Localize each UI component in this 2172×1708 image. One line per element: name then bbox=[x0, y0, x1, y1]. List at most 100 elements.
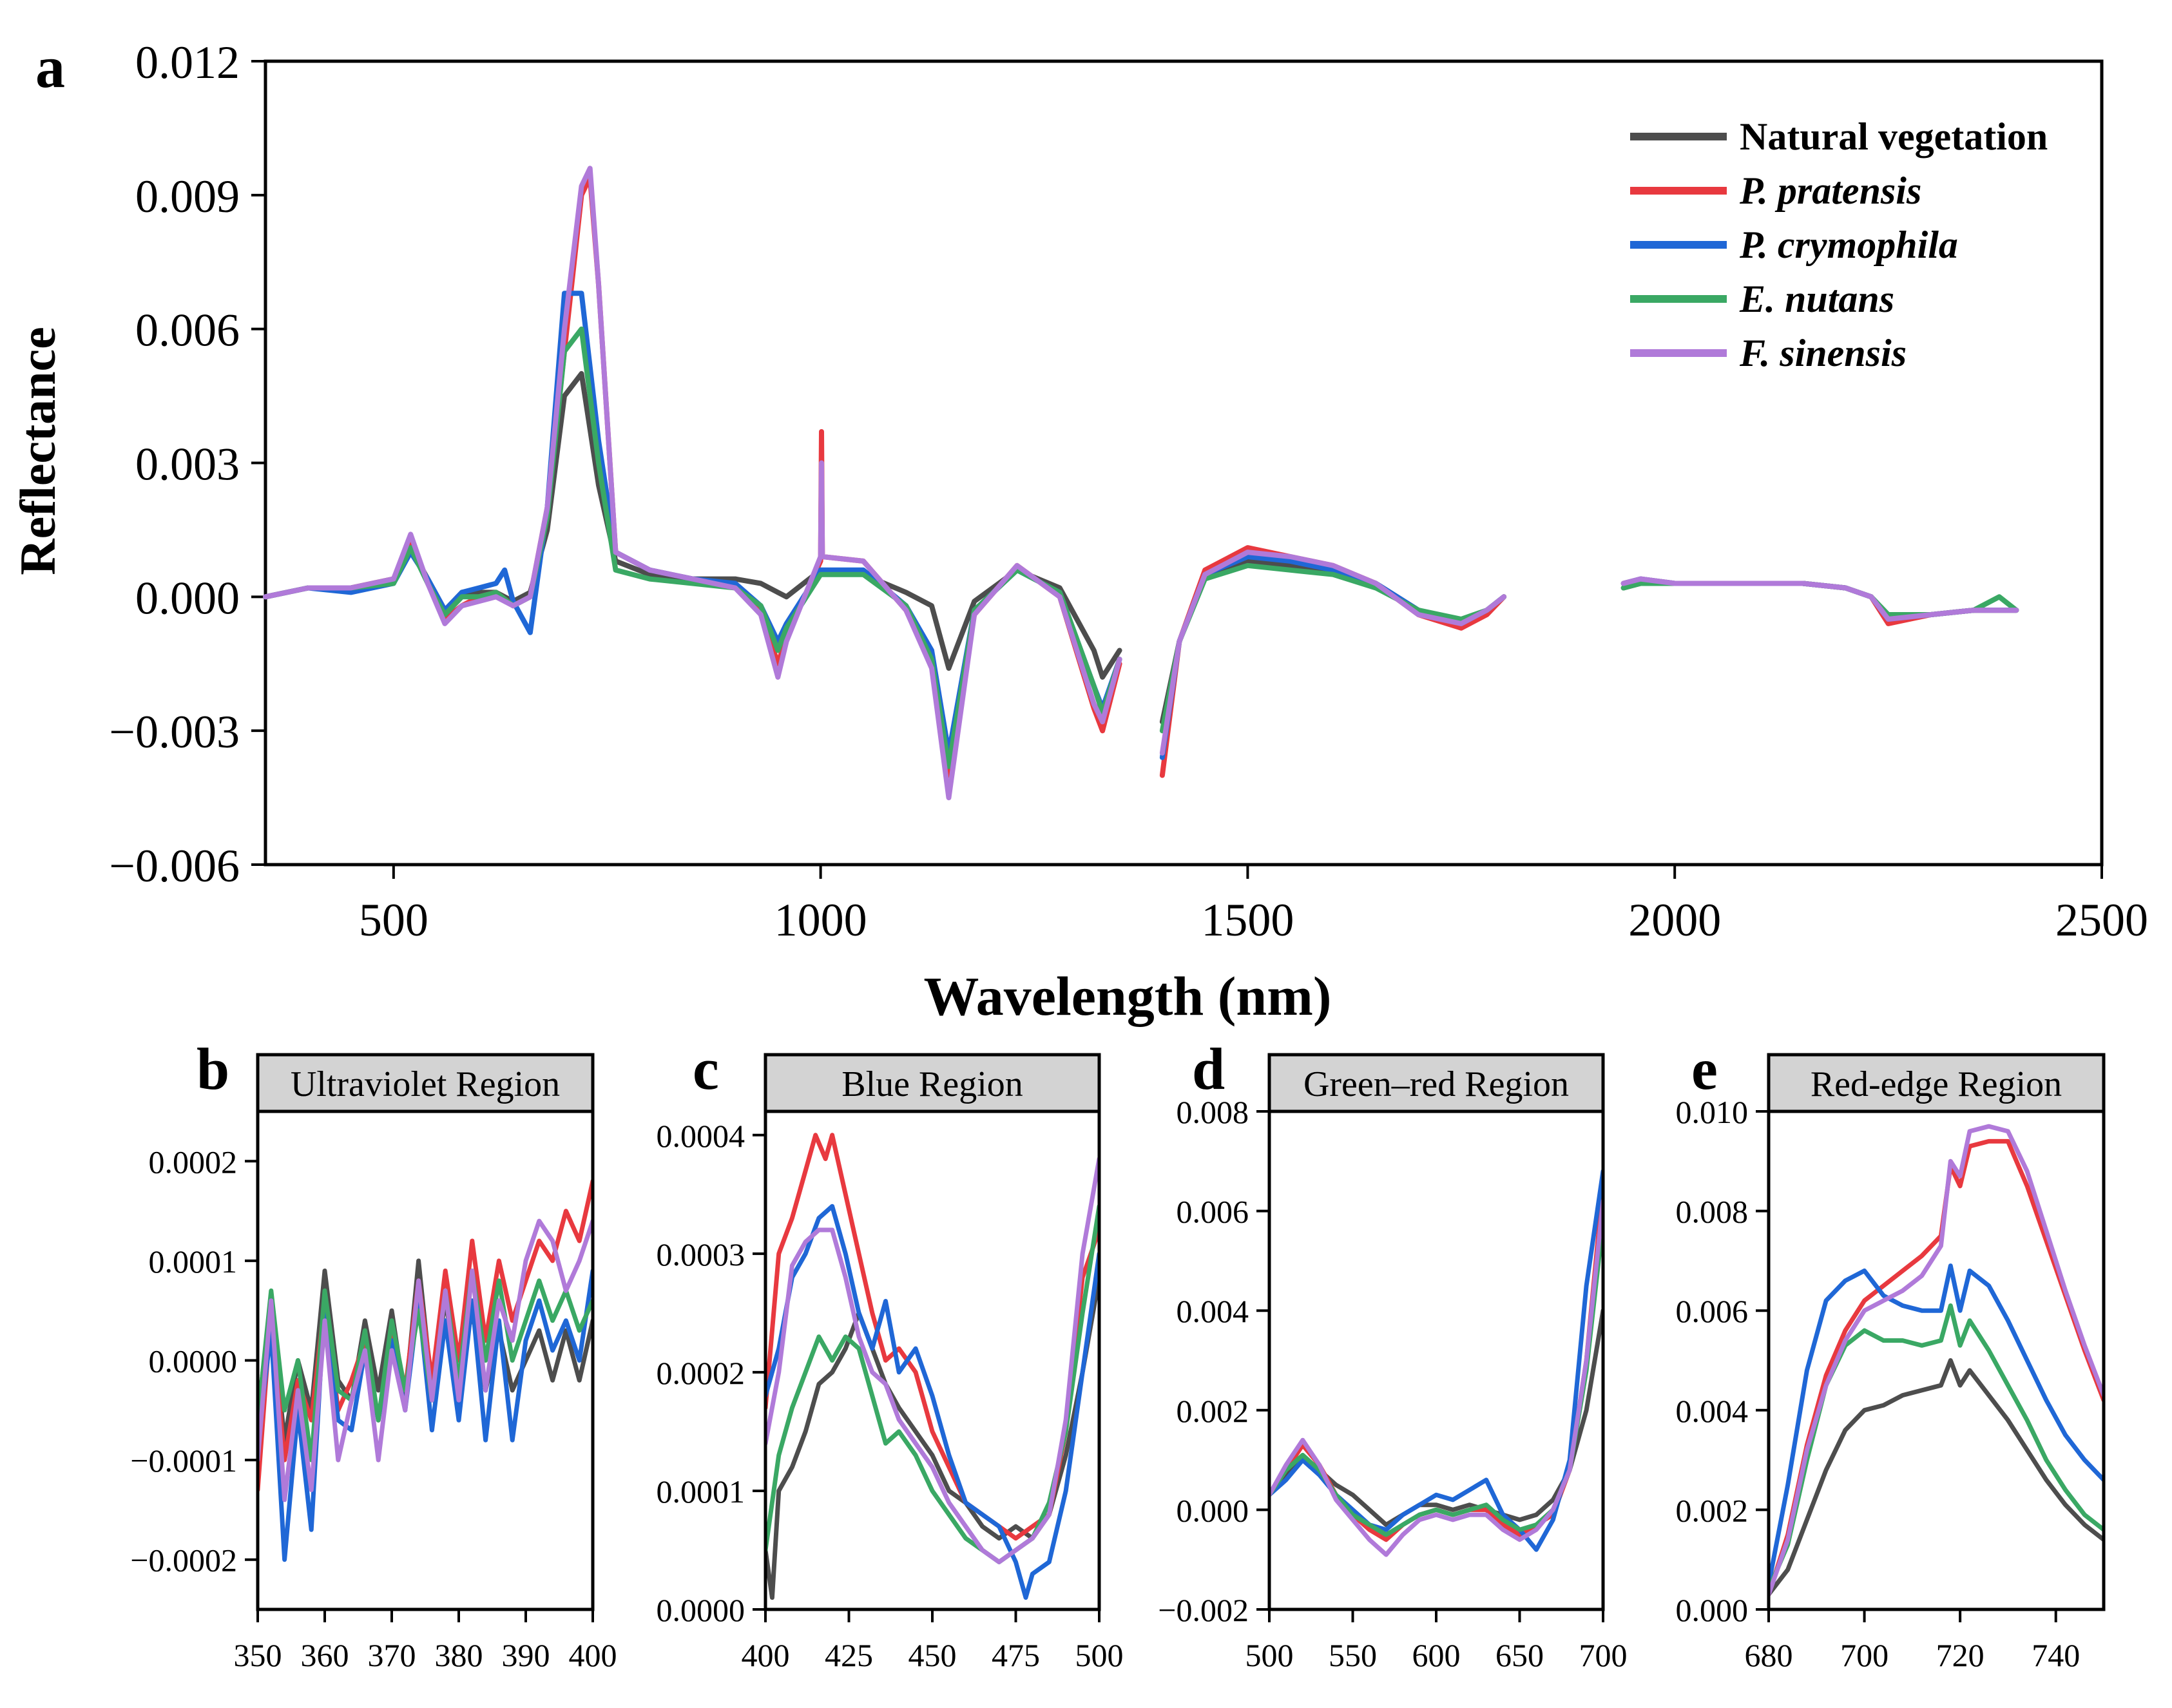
y-tick-label: −0.002 bbox=[1158, 1592, 1249, 1628]
y-tick-label: −0.0002 bbox=[130, 1542, 237, 1578]
x-tick-label: 475 bbox=[992, 1637, 1040, 1673]
panel-label-e: e bbox=[1691, 1036, 1718, 1102]
series-line-f-sinensis bbox=[1769, 1124, 2104, 1597]
strip-header-d bbox=[1267, 1053, 1605, 1113]
y-tick-label: −0.006 bbox=[109, 840, 240, 892]
plot-frame-d bbox=[1267, 1109, 1605, 1611]
y-tick-label: 0.012 bbox=[135, 37, 240, 88]
strip-header-b bbox=[256, 1053, 595, 1113]
strip-label-c: Blue Region bbox=[841, 1064, 1023, 1104]
series-line-f-sinensis bbox=[765, 1156, 1099, 1564]
series-line-f-sinensis bbox=[1269, 1198, 1603, 1557]
series-line-f-sinensis bbox=[258, 1218, 593, 1502]
series-line-p-crymophila bbox=[1769, 1263, 2104, 1587]
x-tick-label: 400 bbox=[742, 1637, 790, 1673]
y-tick-label: 0.006 bbox=[1177, 1194, 1249, 1230]
series-line-p-pratensis bbox=[1769, 1138, 2104, 1597]
plot-frame-e bbox=[1767, 1109, 2106, 1611]
x-tick-label: 350 bbox=[234, 1637, 282, 1673]
series-line-natural-vegetation bbox=[1159, 558, 1507, 725]
legend-label-natural-vegetation: Natural vegetation bbox=[1740, 115, 2048, 158]
y-tick-label: 0.002 bbox=[1177, 1393, 1249, 1429]
x-tick-label: 600 bbox=[1412, 1637, 1461, 1673]
series-line-natural-vegetation bbox=[263, 370, 1122, 680]
series-line-e-nutans bbox=[263, 326, 1122, 769]
panel-b: b Ultraviolet Region −0.0002 −0.0001 0.0000 0… bbox=[130, 1036, 617, 1673]
y-tick-label: 0.000 bbox=[1676, 1592, 1749, 1628]
x-tick-label: 500 bbox=[359, 894, 428, 946]
legend: Natural vegetation P. pratensis P. crymoph… bbox=[1630, 115, 2048, 374]
y-tick-label: 0.008 bbox=[1676, 1194, 1749, 1230]
series-group-c bbox=[765, 1133, 1099, 1600]
y-tick-label: 0.0002 bbox=[657, 1355, 745, 1391]
series-line-natural-vegetation bbox=[1769, 1358, 2104, 1597]
x-tick-label: 425 bbox=[825, 1637, 873, 1673]
series-line-e-nutans bbox=[1269, 1218, 1603, 1537]
strip-label-d: Green–red Region bbox=[1303, 1064, 1569, 1104]
series-line-p-pratensis bbox=[765, 1133, 1099, 1541]
legend-label-f-sinensis: F. sinensis bbox=[1739, 332, 1907, 374]
strip-header-c bbox=[764, 1053, 1101, 1113]
y-tick-label: 0.0003 bbox=[657, 1236, 745, 1272]
x-tick-label: 720 bbox=[1936, 1637, 1985, 1673]
series-line-p-crymophila bbox=[1159, 554, 1507, 760]
x-tick-label: 400 bbox=[569, 1637, 617, 1673]
series-line-p-crymophila bbox=[765, 1204, 1099, 1600]
x-tick-label: 1000 bbox=[774, 894, 867, 946]
y-tick-label: 0.003 bbox=[135, 439, 240, 490]
x-tick-label: 500 bbox=[1245, 1637, 1294, 1673]
strip-label-b: Ultraviolet Region bbox=[291, 1064, 560, 1104]
x-tick-label: 700 bbox=[1579, 1637, 1628, 1673]
y-tick-label: 0.010 bbox=[1676, 1094, 1749, 1130]
panel-label-d: d bbox=[1192, 1036, 1225, 1102]
plot-frame-c bbox=[764, 1109, 1101, 1611]
x-tick-label: 650 bbox=[1495, 1637, 1544, 1673]
series-line-e-nutans bbox=[765, 1204, 1099, 1564]
series-line-p-pratensis bbox=[1269, 1184, 1603, 1542]
x-tick-label: 380 bbox=[435, 1637, 483, 1673]
panel-a-axes: −0.006 −0.003 0.000 0.003 0.006 0.009 0.012 500… bbox=[109, 37, 2148, 946]
y-tick-label: 0.006 bbox=[1676, 1293, 1749, 1329]
y-tick-label: 0.0002 bbox=[149, 1144, 238, 1180]
series-line-f-sinensis bbox=[1159, 550, 1507, 756]
x-tick-label: 370 bbox=[368, 1637, 416, 1673]
y-tick-label: 0.000 bbox=[135, 572, 240, 624]
y-tick-label: 0.0001 bbox=[657, 1473, 745, 1510]
y-tick-label: 0.009 bbox=[135, 171, 240, 222]
panel-c: c Blue Region 0.0000 0.0001 0.0002 0.0003 0.00… bbox=[657, 1036, 1124, 1673]
x-axis-label: Wavelength (nm) bbox=[923, 965, 1331, 1027]
series-group-e bbox=[1769, 1124, 2104, 1597]
x-tick-label: 1500 bbox=[1201, 894, 1294, 946]
y-tick-label: −0.0001 bbox=[130, 1443, 237, 1479]
strip-label-e: Red-edge Region bbox=[1811, 1064, 2062, 1104]
y-tick-label: 0.0000 bbox=[149, 1343, 238, 1379]
series-line-p-crymophila bbox=[1269, 1169, 1603, 1552]
series-line-natural-vegetation bbox=[765, 1275, 1099, 1600]
y-tick-label: 0.002 bbox=[1676, 1492, 1749, 1528]
series-group-b bbox=[258, 1178, 593, 1562]
panel-a: a −0.006 −0.003 0.000 0.003 0.006 0.009 0.012 5… bbox=[10, 34, 2148, 1027]
series-group-d bbox=[1269, 1169, 1603, 1557]
x-tick-label: 390 bbox=[502, 1637, 550, 1673]
panel-label-b: b bbox=[197, 1036, 229, 1102]
series-line-p-pratensis bbox=[1159, 545, 1507, 778]
y-axis-label: Reflectance bbox=[10, 327, 66, 575]
series-line-p-pratensis bbox=[263, 175, 1122, 778]
y-tick-label: 0.0000 bbox=[657, 1592, 745, 1628]
series-line-e-nutans bbox=[1159, 562, 1507, 734]
panel-d: d Green–red Region −0.002 0.000 0.002 0.004 0.… bbox=[1158, 1036, 1627, 1673]
series-line-f-sinensis bbox=[263, 166, 1122, 801]
panel-e: e Red-edge Region 0.000 0.002 0.004 0.006 0.00… bbox=[1676, 1036, 2106, 1673]
legend-label-e-nutans: E. nutans bbox=[1739, 278, 1894, 320]
y-tick-label: 0.000 bbox=[1177, 1492, 1249, 1528]
x-tick-label: 700 bbox=[1840, 1637, 1888, 1673]
x-tick-label: 360 bbox=[301, 1637, 349, 1673]
x-tick-label: 740 bbox=[2032, 1637, 2080, 1673]
x-tick-label: 2500 bbox=[2055, 894, 2148, 946]
legend-label-p-crymophila: P. crymophila bbox=[1739, 224, 1958, 266]
series-line-p-crymophila bbox=[263, 291, 1122, 756]
y-tick-label: 0.0001 bbox=[149, 1243, 238, 1280]
panel-label-a: a bbox=[35, 34, 65, 100]
x-tick-label: 500 bbox=[1075, 1637, 1124, 1673]
